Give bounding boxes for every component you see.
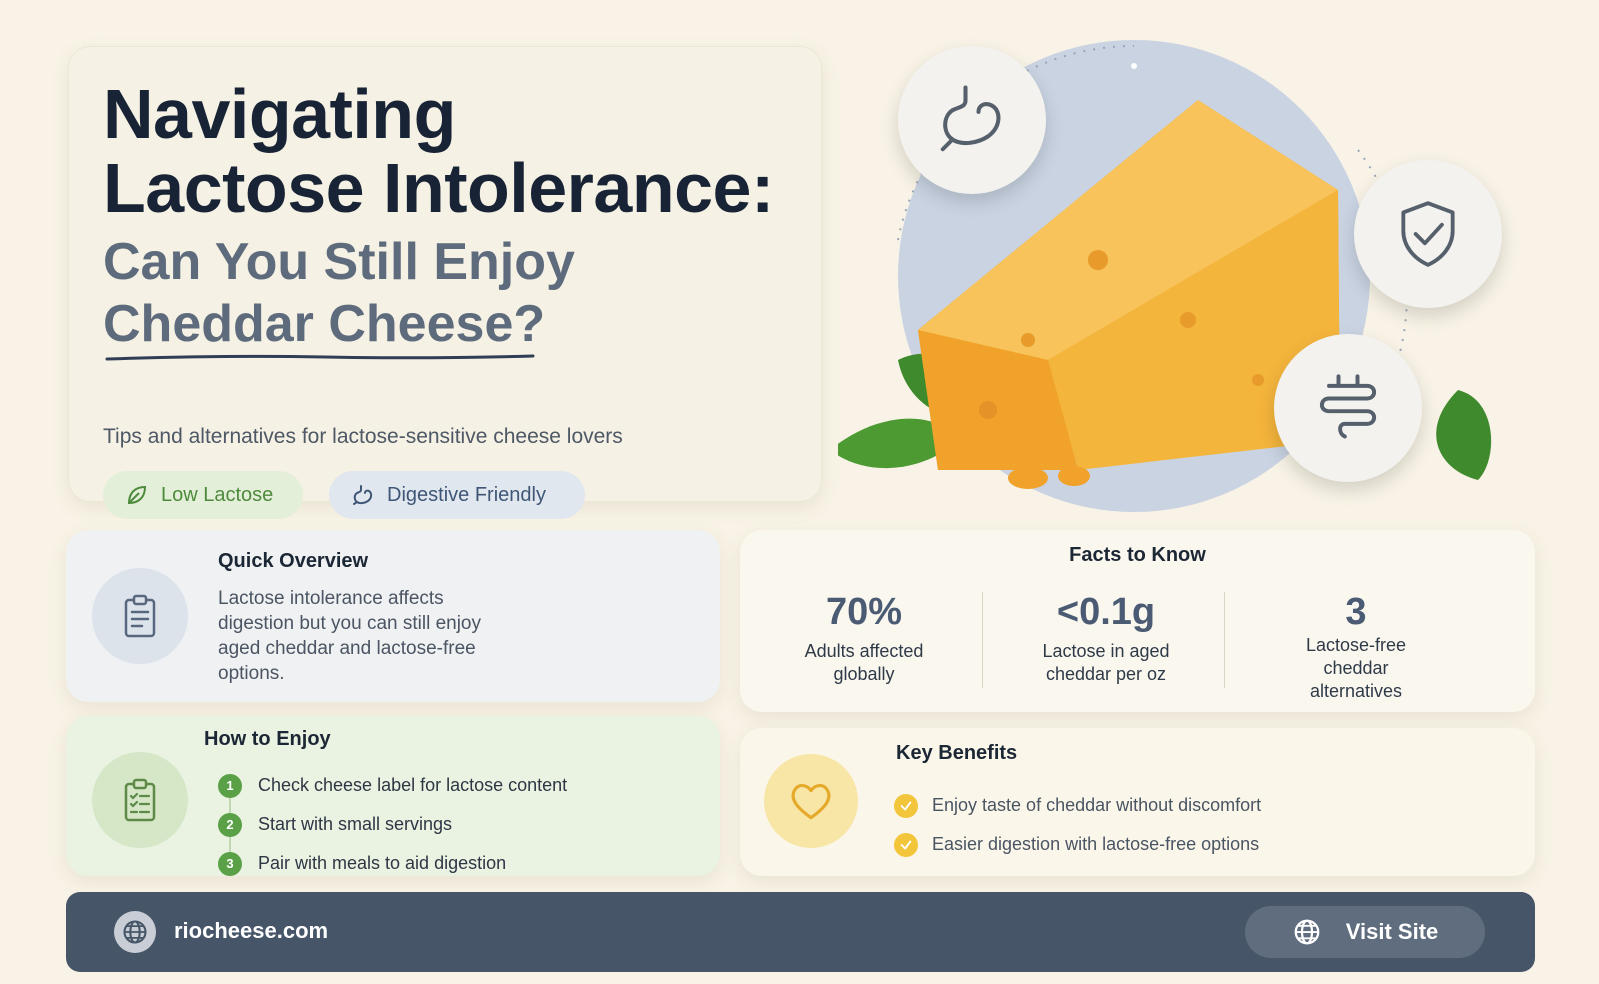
- steps-list: 1 Check cheese label for lactose content…: [218, 766, 567, 883]
- benefit-item: Easier digestion with lactose-free optio…: [894, 825, 1261, 864]
- tag-label: Digestive Friendly: [387, 483, 546, 506]
- step-item: 2 Start with small servings: [218, 805, 567, 844]
- tag-digestive-friendly: Digestive Friendly: [329, 471, 585, 519]
- basil-leaf-right: [1436, 390, 1492, 480]
- cheese-illustration: [838, 40, 1492, 512]
- benefit-item: Enjoy taste of cheddar without discomfor…: [894, 786, 1261, 825]
- fact-divider: [982, 592, 983, 688]
- cheddar-wedge: [918, 100, 1340, 489]
- shield-check-icon: [1401, 201, 1455, 267]
- badge-stomach: [898, 46, 1046, 194]
- subtitle-line-1: Can You Still Enjoy: [103, 233, 575, 291]
- step-number: 3: [218, 851, 242, 876]
- leaf-icon: [127, 485, 147, 505]
- step-text: Start with small servings: [258, 814, 453, 834]
- fact-adults-affected: 70% Adults affected globally: [744, 590, 984, 686]
- badge-shield: [1354, 160, 1502, 308]
- subtitle-line-2: Cheddar Cheese?: [103, 295, 546, 353]
- hero-card: Navigating Lactose Intolerance: Can You …: [68, 46, 822, 519]
- site-url-link[interactable]: riocheese.com: [174, 918, 329, 943]
- footer-bar: riocheese.com Visit Site: [66, 892, 1535, 972]
- stomach-icon: [353, 485, 373, 505]
- facts-card: Facts to Know 70% Adults affected global…: [740, 530, 1535, 712]
- fact-label-line: alternatives: [1309, 681, 1403, 701]
- fact-label-line: globally: [833, 664, 895, 684]
- benefit-text: Easier digestion with lactose-free optio…: [932, 834, 1260, 854]
- step-item: 3 Pair with meals to aid digestion: [218, 844, 567, 883]
- enjoy-title: How to Enjoy: [204, 728, 331, 750]
- globe-icon: [1294, 919, 1320, 945]
- step-text: Check cheese label for lactose content: [258, 775, 568, 795]
- fact-divider: [1224, 592, 1225, 688]
- how-to-enjoy-card: How to Enjoy 1 Check cheese label for la…: [66, 716, 720, 876]
- key-benefits-card: Key Benefits Enjoy taste of cheddar with…: [740, 728, 1535, 876]
- page-subtitle: Can You Still Enjoy Cheddar Cheese?: [103, 231, 575, 355]
- tag-low-lactose: Low Lactose: [103, 471, 303, 519]
- fact-label: Adults affected globally: [744, 640, 984, 686]
- check-icon: [894, 793, 918, 818]
- fact-label: Lactose in aged cheddar per oz: [986, 640, 1226, 686]
- stomach-icon: [940, 85, 1001, 152]
- overview-title: Quick Overview: [218, 550, 369, 572]
- fact-label: Lactose-free cheddar alternatives: [1236, 634, 1476, 703]
- step-item: 1 Check cheese label for lactose content: [218, 766, 567, 805]
- fact-label-line: Lactose in aged: [1042, 641, 1170, 661]
- fact-lactose-free-alternatives: 3 Lactose-free cheddar alternatives: [1236, 590, 1476, 703]
- benefit-text: Enjoy taste of cheddar without discomfor…: [932, 795, 1262, 815]
- check-icon: [894, 832, 918, 857]
- fact-value: 3: [1345, 591, 1367, 633]
- benefits-title: Key Benefits: [896, 742, 1018, 764]
- tag-label: Low Lactose: [161, 483, 274, 506]
- badge-intestine: [1274, 334, 1422, 482]
- benefits-list: Enjoy taste of cheddar without discomfor…: [894, 786, 1261, 864]
- fact-value: <0.1g: [1056, 591, 1156, 633]
- page-title: Navigating Lactose Intolerance:: [103, 77, 774, 225]
- quick-overview-card: Quick Overview Lactose intolerance affec…: [66, 530, 720, 702]
- step-number: 1: [218, 773, 242, 798]
- facts-title: Facts to Know: [1069, 544, 1206, 566]
- visit-site-button[interactable]: Visit Site: [1245, 906, 1485, 958]
- checklist-icon: [92, 752, 188, 848]
- step-text: Pair with meals to aid digestion: [258, 853, 507, 873]
- fact-label-line: Adults affected: [804, 641, 924, 661]
- step-number: 2: [218, 812, 242, 837]
- subtitle-underline: [105, 354, 535, 361]
- title-line-1: Navigating: [103, 75, 456, 153]
- title-line-2: Lactose Intolerance:: [103, 149, 774, 227]
- fact-label-line: Lactose-free: [1305, 635, 1407, 655]
- fact-label-line: cheddar per oz: [1045, 664, 1167, 684]
- fact-label-line: cheddar: [1323, 658, 1389, 678]
- fact-lactose-aged: <0.1g Lactose in aged cheddar per oz: [986, 590, 1226, 686]
- overview-body: Lactose intolerance affects digestion bu…: [218, 588, 481, 684]
- visit-site-label: Visit Site: [1345, 919, 1439, 944]
- globe-icon: [114, 911, 156, 953]
- fact-value: 70%: [825, 591, 903, 633]
- intestine-icon: [1319, 374, 1377, 439]
- heart-icon: [764, 754, 858, 848]
- clipboard-icon: [92, 568, 188, 664]
- hero-tagline: Tips and alternatives for lactose-sensit…: [103, 425, 623, 448]
